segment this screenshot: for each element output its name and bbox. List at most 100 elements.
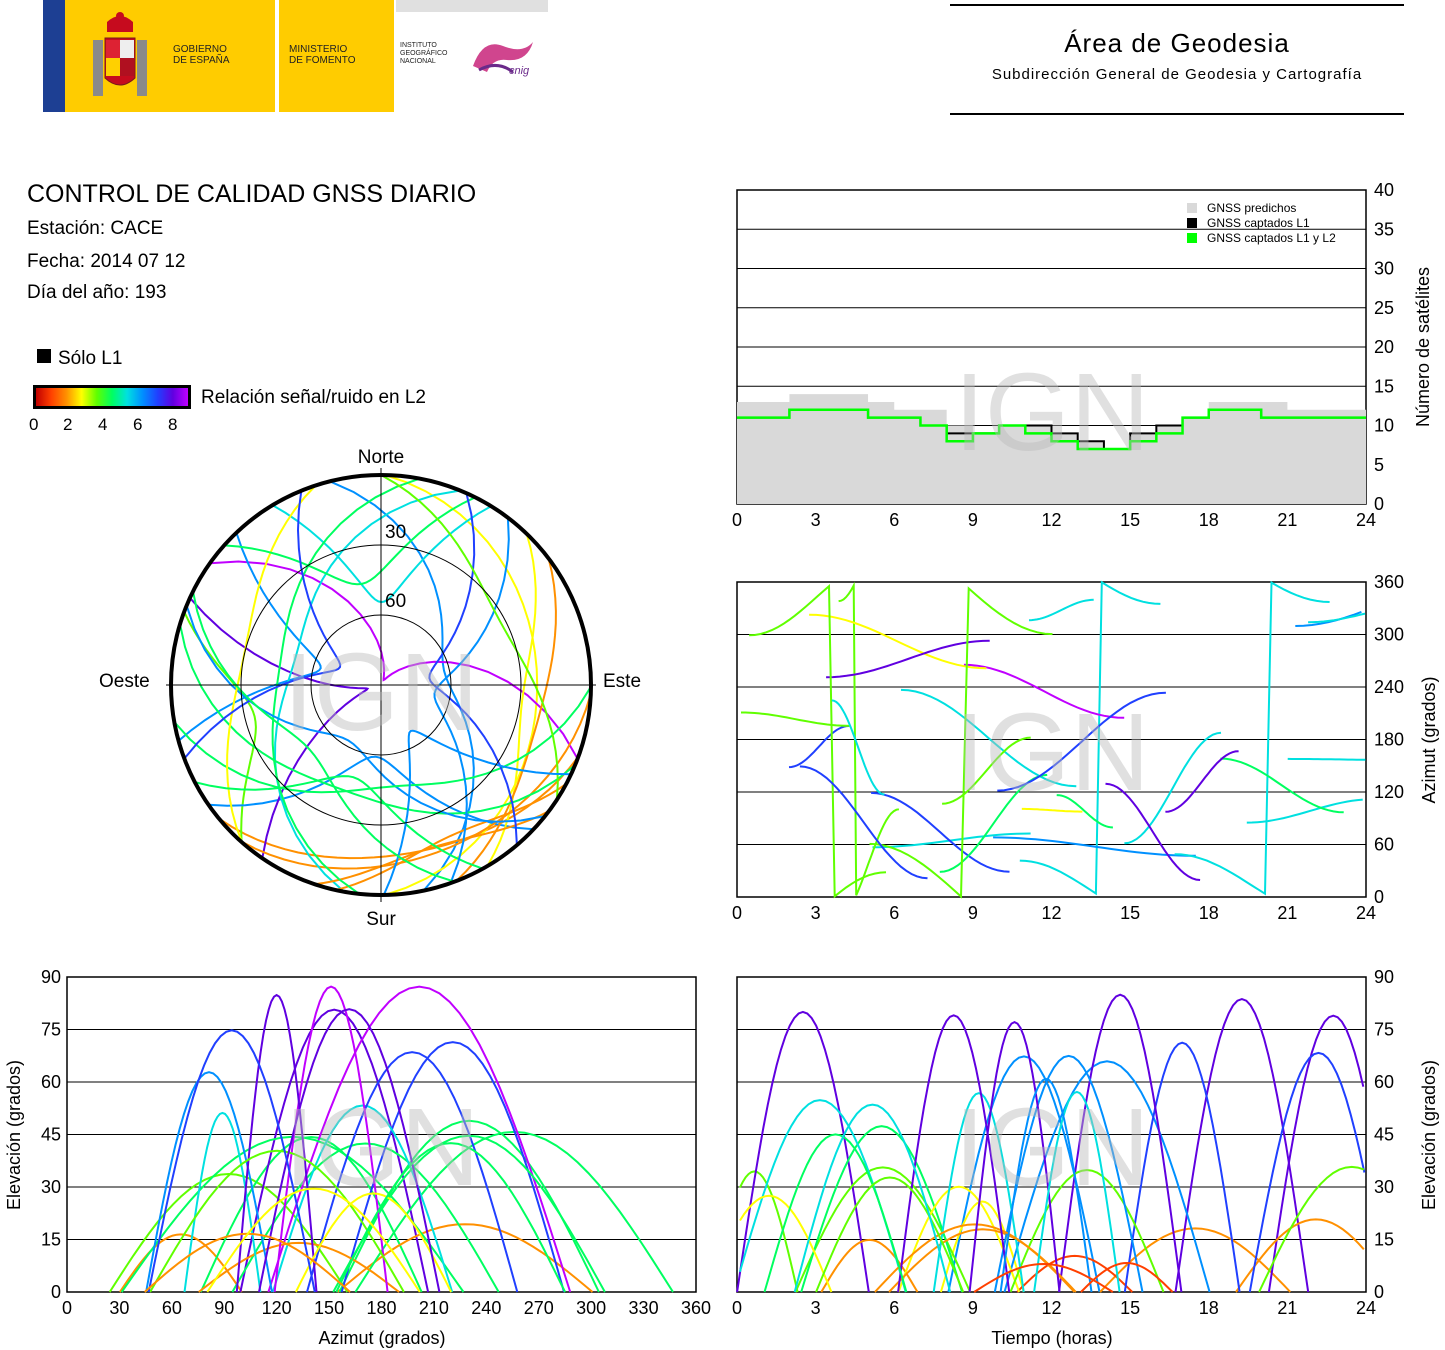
axis-ticks: 0 15 30 45 60 75 90 0 3 6 9 12 15 18 21 24 [732, 967, 1394, 1318]
report-title: CONTROL DE CALIDAD GNSS DIARIO [27, 180, 477, 208]
satellite-track [273, 489, 461, 893]
south-label: Sur [366, 909, 396, 930]
x-tick-label: 360 [681, 1298, 711, 1318]
ministerio-logo [279, 0, 394, 112]
satellite-track [1295, 610, 1362, 627]
elevation-azimuth-tracks [108, 985, 674, 1293]
x-tick-label: 0 [732, 1298, 742, 1318]
gobierno-text: GOBIERNO DE ESPAÑA [173, 44, 230, 66]
date-label: Fecha: 2014 07 12 [27, 251, 186, 272]
legend-l1l2: GNSS captados L1 y L2 [1207, 231, 1336, 245]
axis-ticks: 0 5 10 15 20 25 30 35 40 0 3 6 9 12 15 18 21 24 [732, 180, 1394, 530]
elevation-azimuth-chart: IGN 0 15 30 45 60 75 90 0 30 60 90 120 150 180 210 240 2… [4, 967, 711, 1348]
watermark: IGN [954, 1086, 1150, 1209]
x-tick-label: 15 [1120, 510, 1140, 530]
satellite-track [963, 663, 1125, 719]
x-tick-label: 21 [1277, 1298, 1297, 1318]
satellite-track [838, 581, 900, 896]
x-tick-label: 210 [419, 1298, 449, 1318]
x-tick-label: 90 [214, 1298, 234, 1318]
snr-colorbar [33, 385, 191, 409]
axis-ticks: 0 60 120 180 240 300 360 0 3 6 9 12 15 18 21 24 [732, 572, 1404, 923]
satellite-track [329, 480, 475, 892]
satellite-track [1258, 1165, 1365, 1293]
x-tick-label: 6 [889, 1298, 899, 1318]
x-tick-label: 240 [471, 1298, 501, 1318]
y-tick-label: 20 [1374, 337, 1394, 357]
satellite-track [218, 755, 580, 860]
ministerio-text: MINISTERIO DE FOMENTO [289, 44, 356, 66]
satellite-track [206, 1187, 421, 1293]
x-tick-label: 6 [889, 510, 899, 530]
x-tick-label: 12 [1041, 510, 1061, 530]
satellite-track [739, 1170, 799, 1293]
satellite-track [428, 492, 518, 846]
y-axis-label: Elevación (grados) [4, 1060, 24, 1210]
satellite-track [267, 985, 572, 1293]
elevation-time-chart: IGN 0 15 30 45 60 75 90 0 3 6 9 12 15 18 21 24 Tiempo (… [732, 967, 1439, 1348]
predicted-area [737, 394, 1366, 504]
satellite-track [231, 1142, 500, 1293]
satellite-track [1174, 580, 1330, 896]
x-tick-label: 180 [366, 1298, 396, 1318]
x-tick-label: 3 [811, 903, 821, 923]
y-tick-label: 90 [1374, 967, 1394, 987]
x-tick-label: 9 [968, 510, 978, 530]
satellite-track [1105, 782, 1201, 881]
satellite-track [968, 1020, 1061, 1293]
skyplot-chart: Norte Sur Este Oeste 30 60 IGN [99, 447, 641, 930]
x-tick-label: 18 [1199, 510, 1219, 530]
satellite-track [869, 586, 1053, 899]
y-tick-label: 0 [1374, 887, 1384, 907]
satellite-track [199, 1135, 423, 1293]
satellite-track [1033, 1090, 1121, 1293]
satellite-track [1124, 731, 1222, 845]
satellite-track [189, 597, 370, 859]
satellite-track [380, 474, 559, 800]
satellite-track [340, 1041, 565, 1293]
y-tick-label: 180 [1374, 730, 1404, 750]
satellite-track [897, 1014, 1011, 1293]
gobierno-logo [65, 0, 275, 112]
satellite-track [809, 613, 987, 670]
x-tick-label: 21 [1277, 903, 1297, 923]
satellite-track [1080, 1261, 1174, 1293]
satellite-track [208, 755, 534, 831]
satellite-track [1165, 750, 1239, 813]
x-tick-label: 9 [968, 1298, 978, 1318]
y-tick-label: 300 [1374, 625, 1404, 645]
satellite-track [336, 1223, 594, 1293]
x-tick-label: 15 [1120, 1298, 1140, 1318]
legend-swatch-predicted [1187, 203, 1197, 213]
east-label: Este [603, 671, 641, 692]
y-tick-label: 25 [1374, 298, 1394, 318]
area-title: Área de Geodesia [1064, 28, 1290, 58]
watermark: IGN [284, 1086, 480, 1209]
satellite-track [224, 496, 476, 586]
elevation-time-tracks [736, 993, 1366, 1293]
colorbar-tick: 6 [133, 415, 143, 434]
satellite-track [194, 775, 484, 870]
x-tick-label: 24 [1356, 510, 1376, 530]
satellite-track [749, 584, 887, 899]
satellite-track [794, 1166, 972, 1293]
colorbar-tick: 2 [63, 415, 73, 434]
cnig-logo-icon: cnig [473, 42, 533, 77]
satellite-track [271, 477, 421, 895]
x-tick-label: 3 [811, 1298, 821, 1318]
satellite-track [306, 1051, 519, 1293]
ign-topbar [396, 0, 548, 12]
satellite-track [1174, 998, 1310, 1293]
x-tick-label: 15 [1120, 903, 1140, 923]
y-tick-label: 120 [1374, 782, 1404, 802]
satellite-track [314, 810, 550, 886]
satellite-track [455, 558, 557, 882]
satellite-track [1058, 993, 1183, 1293]
legend-l1: GNSS captados L1 [1207, 216, 1310, 230]
satellite-track [800, 1125, 964, 1293]
satellite-track [1009, 1168, 1165, 1293]
satellite-track [1267, 1014, 1365, 1293]
y-tick-label: 30 [1374, 1177, 1394, 1197]
cnig-label: cnig [509, 65, 530, 77]
satellite-track [183, 490, 342, 760]
